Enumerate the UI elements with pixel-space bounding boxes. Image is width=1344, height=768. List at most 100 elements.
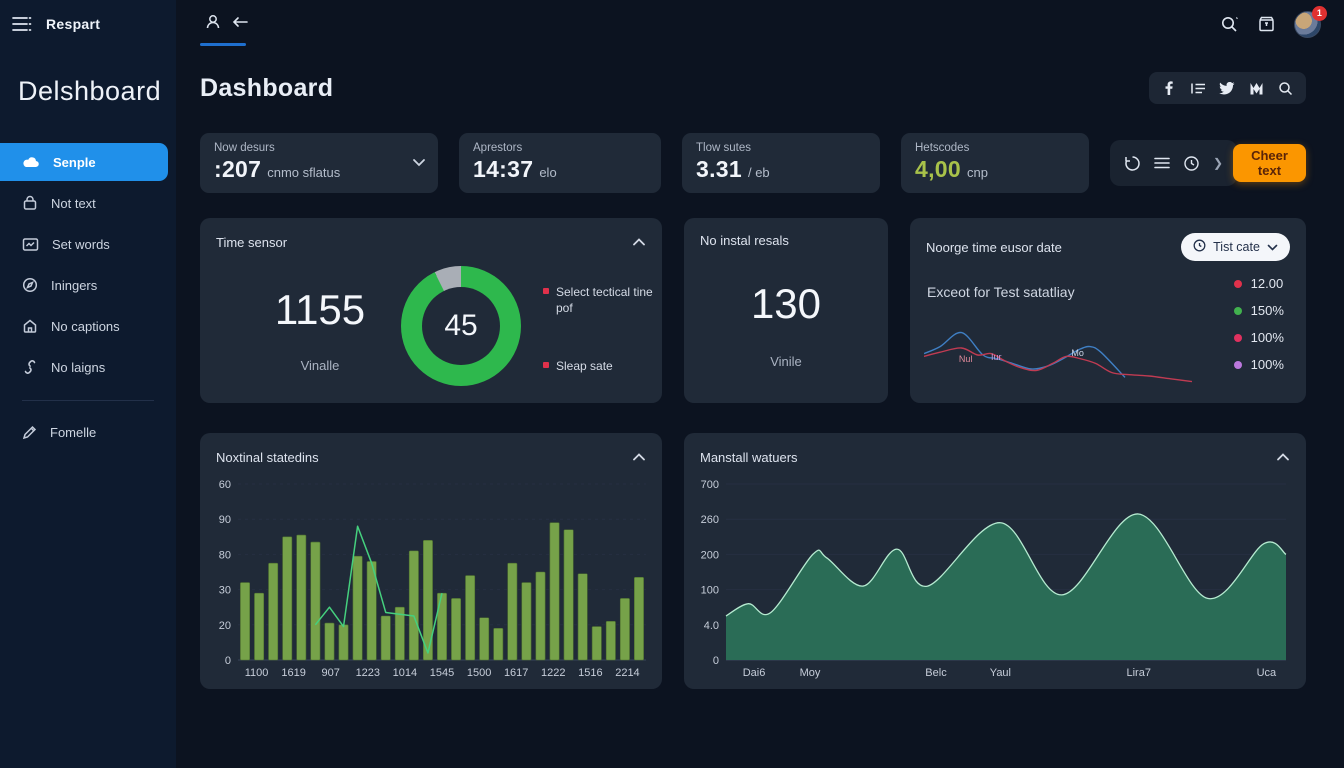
sidebar-item-senple[interactable]: Senple [0,143,168,181]
stat-label: Now desurs [214,142,275,154]
stat-value: :207 [214,156,262,182]
list-icon[interactable] [1184,74,1213,102]
chevron-down-icon[interactable] [412,154,426,172]
clock-circle-icon[interactable] [1183,155,1200,172]
no-instal-card: No instal resals 130 Vinile [684,218,888,403]
search-small-icon[interactable] [1271,74,1300,102]
cloud-icon [22,155,40,169]
noorge-subtitle: Exceot for Test satatliay [927,284,1075,300]
sparkline-chart: Nul Iur Mo [923,320,1193,390]
person-icon [204,13,222,36]
sidebar-item-fomelle[interactable]: Fomelle [0,413,176,451]
legend-value: 100% [1250,330,1284,345]
dropdown-value: Tist cate [1213,240,1260,254]
stat-suffix: / eb [747,165,770,180]
svg-text:700: 700 [701,479,719,491]
donut-chart: 45 [401,266,521,386]
content: Dashboard [176,48,1344,689]
svg-text:Lira7: Lira7 [1126,667,1150,679]
social-toolbar [1148,72,1306,104]
svg-text:1223: 1223 [356,667,380,679]
card-title: Noorge time eusor date [926,239,1062,255]
legend-dot [543,362,549,369]
time-sensor-card: Time sensor 1155 Vinalle 45 [200,218,662,403]
legend-item: Sleap sate [543,358,653,374]
legend-value: 100% [1250,357,1284,372]
svg-text:0: 0 [713,655,719,667]
cheer-text-button[interactable]: Cheer text [1233,144,1306,182]
sidebar-item-label: No laigns [51,359,106,375]
clock-icon [1193,239,1206,255]
legend-item: 100% [1233,357,1284,372]
sidebar: Respart Delshboard Senple Not text Set w [0,0,176,768]
legend-item: 12.00 [1233,276,1284,291]
history-icon[interactable] [1124,155,1141,172]
sidebar-item-iningers[interactable]: Iningers [0,266,176,304]
spark-annotation: Mo [1071,348,1084,358]
chevron-up-icon[interactable] [632,233,646,251]
legend-value: 12.00 [1250,276,1284,291]
stat-value: 14:37 [473,156,534,182]
sidebar-item-not-text[interactable]: Not text [0,184,176,222]
sidebar-divider [22,400,154,401]
donut-center-value: 45 [444,309,478,342]
bookmark-m-icon[interactable] [1242,74,1271,102]
svg-text:1500: 1500 [467,667,491,679]
stat-card-hetscodes[interactable]: Hetscodes 4,00 cnp [901,133,1089,193]
lock-icon [22,195,38,211]
legend-dot [1233,360,1242,369]
sidebar-item-no-laigns[interactable]: No laigns [0,348,176,386]
sidebar-item-set-words[interactable]: Set words [0,225,176,263]
sidebar-item-label: Not text [51,195,96,211]
date-range-dropdown[interactable]: Tist cate [1181,233,1290,261]
legend-item: 100% [1233,330,1284,345]
bar-chart-card: Noxtinal statedins 60 90 80 30 20 0 1100 1619 90… [200,433,662,689]
avatar[interactable]: 1 [1293,5,1327,38]
legend-label: Sleap sate [556,359,613,374]
svg-text:Moy: Moy [800,667,821,679]
sidebar-title: Delshboard [18,76,162,106]
svg-text:Dai6: Dai6 [743,667,766,679]
noorge-legend: 12.00 150% 100% 100% [1233,276,1284,372]
stat-card-aprestors[interactable]: Aprestors 14:37 elo [459,133,661,193]
cards-row: Time sensor 1155 Vinalle 45 [200,218,1306,403]
card-title: Manstall watuers [700,449,798,465]
search-icon[interactable] [1220,15,1239,34]
legend-item: 150% [1233,303,1284,318]
svg-text:Belc: Belc [925,667,947,679]
menu-lines-icon[interactable] [1154,157,1170,169]
svg-text:1619: 1619 [281,667,305,679]
notification-badge: 1 [1311,5,1327,21]
topbar: 1 [176,0,1344,48]
stat-body: Now desurs :207 cnmo sflatus [214,142,340,184]
legend-item: Select tectical tine pof [543,284,653,316]
twitter-icon[interactable] [1213,74,1242,102]
stat-suffix: cnmo sflatus [267,165,341,180]
chevron-right-icon[interactable]: ❯ [1213,156,1224,170]
hamburger-icon[interactable] [12,16,32,32]
stat-card-tlow-sutes[interactable]: Tlow sutes 3.31 / eb [682,133,880,193]
legend-label: Select tectical tine pof [556,285,653,316]
svg-text:100: 100 [701,585,719,597]
donut-hole: 45 [422,287,500,365]
card-title: No instal resals [700,233,789,248]
stat-value: 3.31 [696,156,742,182]
chevron-up-icon[interactable] [1276,448,1290,466]
facebook-icon[interactable] [1155,74,1184,102]
stat-card-now-desurs[interactable]: Now desurs :207 cnmo sflatus [200,133,438,193]
stat-suffix: elo [539,165,557,180]
sidebar-item-label: Iningers [51,277,98,293]
archive-box-icon[interactable] [1257,15,1276,34]
svg-text:4.0: 4.0 [704,620,719,632]
chevron-up-icon[interactable] [632,448,646,466]
svg-text:200: 200 [701,549,719,561]
quick-actions: ❯ Cheer text [1110,140,1306,186]
no-instal-value-label: Vinile [770,354,802,369]
svg-text:1222: 1222 [541,667,565,679]
sidebar-item-no-captions[interactable]: No captions [0,307,176,345]
noorge-card: Noorge time eusor date Tist cate Exceot … [910,218,1306,403]
svg-text:1516: 1516 [578,667,602,679]
legend-dot [1233,279,1242,288]
tab-profile[interactable] [200,0,253,48]
